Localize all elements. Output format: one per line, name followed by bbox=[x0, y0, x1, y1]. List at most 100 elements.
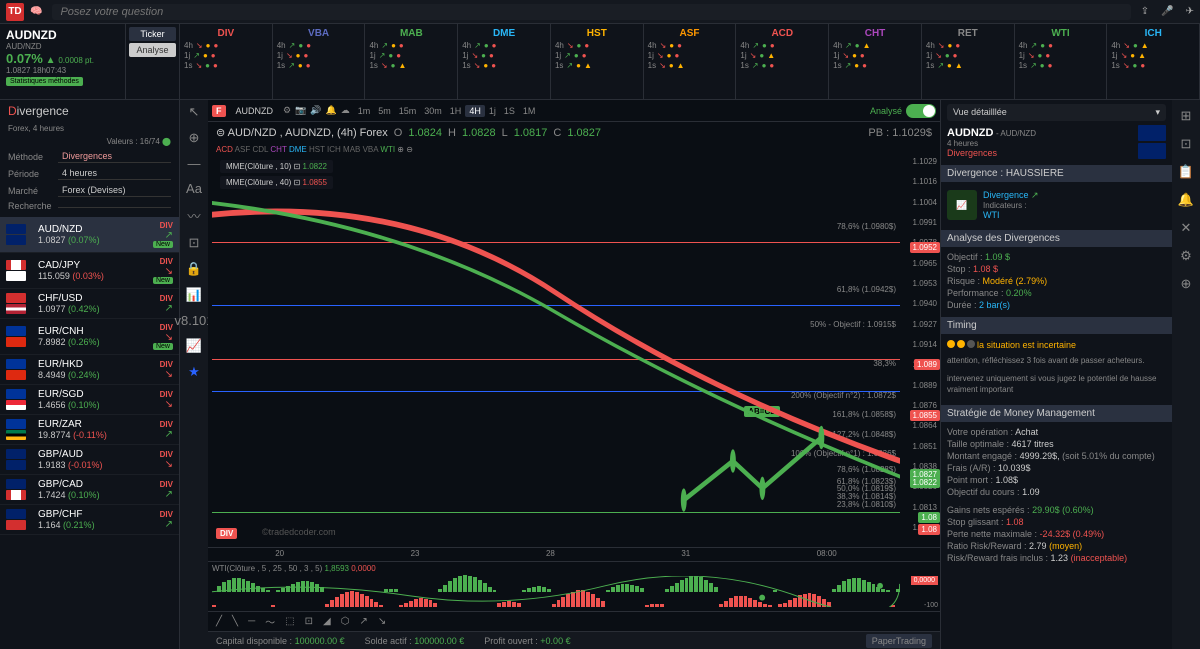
pair-item[interactable]: CHF/USD 1.0977 (0.42%) DIV ↗ bbox=[0, 289, 179, 319]
tool-icon[interactable]: 〜 bbox=[265, 614, 275, 629]
pair-item[interactable]: EUR/HKD 8.4949 (0.24%) DIV ↘ bbox=[0, 355, 179, 385]
timeframe-1j[interactable]: 1j bbox=[485, 105, 500, 117]
timeframe-1H[interactable]: 1H bbox=[446, 105, 466, 117]
tool-icon[interactable]: Aa bbox=[186, 181, 202, 196]
tool-icon[interactable]: 📊 bbox=[186, 287, 202, 303]
tool-icon[interactable]: 🔒 bbox=[186, 261, 202, 277]
indicator-acd[interactable]: ACD4h↗●●1j↘●▲1s↗●● bbox=[736, 24, 829, 99]
pair-item[interactable]: EUR/CNH 7.8982 (0.26%) DIV ↘ New bbox=[0, 319, 179, 355]
pair-item[interactable]: CAD/JPY 115.059 (0.03%) DIV ↘ New bbox=[0, 253, 179, 289]
analyse-tab[interactable]: Analyse bbox=[129, 43, 176, 57]
timeframe-4H[interactable]: 4H bbox=[465, 105, 485, 117]
pair-item[interactable]: EUR/ZAR 19.8774 (-0.11%) DIV ↗ bbox=[0, 415, 179, 445]
bell-icon[interactable]: 🔔 bbox=[326, 105, 337, 116]
indicator-vba[interactable]: VBA4h↗●●1j↘●●1s↗●● bbox=[273, 24, 366, 99]
tool-icon[interactable]: ─ bbox=[248, 616, 255, 627]
tool-icon[interactable]: ╲ bbox=[232, 616, 238, 627]
ticker-box: AUDNZD AUD/NZD 0.07% ▲ 0.0008 pt. 1.0827… bbox=[0, 24, 126, 99]
pair-item[interactable]: AUD/NZD 1.0827 (0.07%) DIV ↗ New bbox=[0, 217, 179, 253]
view-select[interactable]: Vue détailllée ▾ bbox=[947, 104, 1166, 121]
pair-item[interactable]: GBP/CHF 1.164 (0.21%) DIV ↗ bbox=[0, 505, 179, 535]
pair-item[interactable]: GBP/CAD 1.7424 (0.10%) DIV ↗ bbox=[0, 475, 179, 505]
tool-icon[interactable]: ↗ bbox=[359, 616, 367, 627]
chart-canvas[interactable]: MME(Clôture , 10) ⊡ 1.0822 MME(Clôture ,… bbox=[212, 156, 900, 547]
camera-icon[interactable]: 📷 bbox=[295, 105, 306, 116]
indicator-mab[interactable]: MAB4h↗●●1j↗●●1s↘●▲ bbox=[365, 24, 458, 99]
tool-icon[interactable]: — bbox=[188, 156, 201, 171]
chart-ind-line: ACD ASF CDL CHT DME HST ICH MAB VBA WTI … bbox=[208, 143, 940, 156]
tool-icon[interactable]: 📈 bbox=[186, 338, 202, 354]
tool-icon[interactable]: ⊞ bbox=[1181, 108, 1192, 124]
divergence-title: Divergence bbox=[0, 100, 179, 122]
chart-symbol[interactable]: AUDNZD bbox=[230, 105, 280, 117]
tool-icon[interactable]: ⬚ bbox=[285, 616, 294, 627]
time-axis: 2023283108:00 bbox=[208, 547, 940, 561]
chart-area: F AUDNZD ⚙ 📷 🔊 🔔 ☁ 1m5m15m30m1H4H1j1S1M … bbox=[208, 100, 940, 649]
indicator-asf[interactable]: ASF4h↘●●1j↘●●1s↘●▲ bbox=[644, 24, 737, 99]
app-logo: TD bbox=[6, 3, 24, 21]
tool-icon[interactable]: 〰 bbox=[187, 206, 200, 225]
cloud-icon[interactable]: ☁ bbox=[341, 105, 350, 116]
tool-icon[interactable]: ◢ bbox=[323, 616, 331, 627]
tool-icon[interactable]: ⊕ bbox=[1181, 276, 1192, 292]
timeframe-1M[interactable]: 1M bbox=[519, 105, 540, 117]
timeframe-30m[interactable]: 30m bbox=[420, 105, 446, 117]
ticker-pct: 0.07% bbox=[6, 51, 43, 66]
tool-icon[interactable]: ⊡ bbox=[1181, 136, 1192, 152]
indicator-hst[interactable]: HST4h↘●●1j↗●●1s↗●▲ bbox=[551, 24, 644, 99]
tool-icon[interactable]: ↘ bbox=[378, 616, 386, 627]
analyse-toggle[interactable] bbox=[906, 104, 936, 118]
tool-icon[interactable]: ⊡ bbox=[189, 235, 200, 251]
wti-panel: WTI(Clôture , 5 , 25 , 50 , 3 , 5) 1,859… bbox=[208, 561, 940, 611]
ticker-tab[interactable]: Ticker bbox=[129, 27, 176, 41]
paper-trading-badge[interactable]: PaperTrading bbox=[866, 634, 932, 648]
settings-icon[interactable]: ⚙ bbox=[283, 105, 291, 116]
section-timing: Timing bbox=[941, 317, 1172, 334]
sidebar-left: Divergence Forex, 4 heures Valeurs : 16/… bbox=[0, 100, 180, 649]
search-input[interactable] bbox=[60, 6, 1122, 18]
stats-button[interactable]: Statistiques méthodes bbox=[6, 77, 83, 86]
indicator-dme[interactable]: DME4h↗●●1j↘●●1s↘●● bbox=[458, 24, 551, 99]
periode-select[interactable]: 4 heures bbox=[58, 167, 171, 180]
pair-item[interactable]: EUR/SGD 1.4656 (0.10%) DIV ↘ bbox=[0, 385, 179, 415]
tool-icon[interactable]: 🔔 bbox=[1178, 192, 1194, 208]
send-icon[interactable]: ✈ bbox=[1186, 6, 1194, 17]
timeframe-1m[interactable]: 1m bbox=[354, 105, 375, 117]
tool-icon[interactable]: ⚙ bbox=[1180, 248, 1192, 264]
tool-icon[interactable]: ⊕ bbox=[189, 130, 200, 146]
tool-icon[interactable]: 📋 bbox=[1178, 164, 1194, 180]
pair-item[interactable]: GBP/AUD 1.9183 (-0.01%) DIV ↘ bbox=[0, 445, 179, 475]
right-toolbar: ⊞ ⊡ 📋 🔔 ✕ ⚙ ⊕ bbox=[1172, 100, 1200, 649]
drawing-toolbar: ╱ ╲ ─ 〜 ⬚ ⊡ ◢ ⬡ ↗ ↘ bbox=[208, 611, 940, 631]
sound-icon[interactable]: 🔊 bbox=[310, 105, 321, 116]
footer-bar: Capital disponible : 100000.00 € Solde a… bbox=[208, 631, 940, 649]
timeframe-15m[interactable]: 15m bbox=[395, 105, 421, 117]
section-mm: Stratégie de Money Management bbox=[941, 405, 1172, 422]
tool-icon[interactable]: ★ bbox=[188, 364, 200, 380]
methode-select[interactable]: Divergences bbox=[58, 150, 171, 163]
app-header: TD 🧠 ⇪ 🎤 ✈ bbox=[0, 0, 1200, 24]
mic-icon[interactable]: 🎤 bbox=[1161, 6, 1173, 17]
indicator-wti[interactable]: WTI4h↗●●1j↘●●1s↗●● bbox=[1015, 24, 1108, 99]
timeframe-5m[interactable]: 5m bbox=[374, 105, 395, 117]
f-badge: F bbox=[212, 105, 226, 117]
vertical-toolbar: ↖⊕—Aa〰⊡🔒📊v8.101📈★ bbox=[180, 100, 208, 649]
tool-icon[interactable]: ╱ bbox=[216, 616, 222, 627]
indicator-cht[interactable]: CHT4h↗●▲1j↘●●1s↗●● bbox=[829, 24, 922, 99]
divergence-icon: 📈 bbox=[947, 190, 977, 220]
tool-icon[interactable]: ⬡ bbox=[341, 616, 350, 627]
share-icon[interactable]: ⇪ bbox=[1141, 6, 1149, 17]
indicator-ich[interactable]: ICH4h↘●▲1j↘●▲1s↘●● bbox=[1107, 24, 1200, 99]
search-wrap bbox=[52, 4, 1130, 20]
timeframe-1S[interactable]: 1S bbox=[500, 105, 519, 117]
marche-select[interactable]: Forex (Devises) bbox=[58, 184, 171, 197]
pair-list: AUD/NZD 1.0827 (0.07%) DIV ↗ New CAD/JPY… bbox=[0, 217, 179, 535]
tool-icon[interactable]: ⊡ bbox=[305, 616, 313, 627]
brain-icon[interactable]: 🧠 bbox=[30, 6, 42, 17]
tool-icon[interactable]: ↖ bbox=[189, 104, 200, 120]
recherche-input[interactable] bbox=[58, 205, 171, 208]
indicator-ret[interactable]: RET4h↘●●1j↘●●1s↗●▲ bbox=[922, 24, 1015, 99]
section-divergence: Divergence : HAUSSIERE bbox=[941, 165, 1172, 182]
indicator-div[interactable]: DIV4h↘●●1j↗●●1s↘●● bbox=[180, 24, 273, 99]
tool-icon[interactable]: ✕ bbox=[1181, 220, 1192, 236]
